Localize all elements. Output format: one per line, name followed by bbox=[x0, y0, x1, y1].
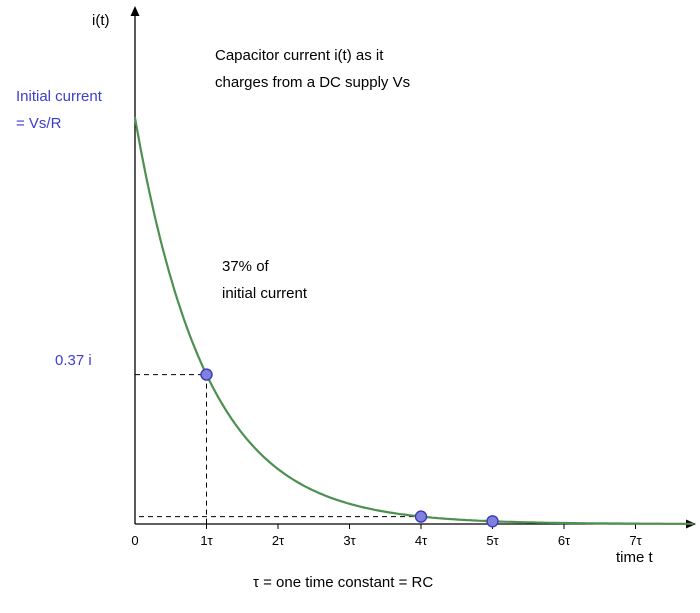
x-tick-label: 7τ bbox=[629, 533, 642, 548]
x-tick-label: 0 bbox=[131, 533, 139, 548]
x-tick-label: 5τ bbox=[486, 533, 499, 548]
x-tick-label: 3τ bbox=[343, 533, 356, 548]
initial-current-label-line2: = Vs/R bbox=[16, 115, 62, 132]
caption-time-constant: τ = one time constant = RC bbox=[253, 574, 434, 591]
data-point bbox=[486, 515, 499, 528]
x-axis-label: time t bbox=[616, 549, 653, 566]
initial-current-label-line1: Initial current bbox=[16, 88, 102, 105]
annotation-37-percent-line1: 37% of bbox=[222, 258, 269, 275]
x-tick-label: 6τ bbox=[557, 533, 571, 548]
y-axis-arrow bbox=[130, 6, 140, 16]
chart-title-line1: Capacitor current i(t) as it bbox=[215, 47, 384, 64]
x-tick-label: 1τ bbox=[200, 533, 213, 548]
decay-curve bbox=[133, 116, 694, 525]
y-value-label: 0.37 i bbox=[55, 352, 92, 369]
data-point bbox=[200, 368, 213, 381]
x-tick-label: 2τ bbox=[271, 533, 285, 548]
chart-title-line2: charges from a DC supply Vs bbox=[215, 74, 411, 91]
x-tick-label: 4τ bbox=[414, 533, 428, 548]
y-axis-label: i(t) bbox=[92, 12, 110, 29]
data-point bbox=[414, 510, 428, 523]
annotation-37-percent-line2: initial current bbox=[222, 285, 308, 302]
